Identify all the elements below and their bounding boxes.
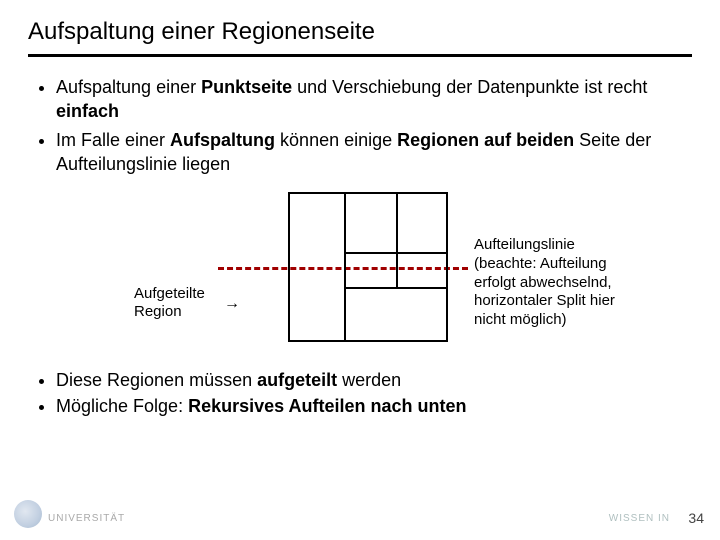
- figure-area: Aufgeteilte Region → Aufteilungslinie (b…: [28, 182, 692, 362]
- page-title: Aufspaltung einer Regionenseite: [28, 18, 692, 46]
- bullets-bottom: Diese Regionen müssen aufgeteilt werden …: [28, 368, 692, 419]
- bullet-3: Diese Regionen müssen aufgeteilt werden: [56, 368, 692, 392]
- footer-logo-icon: [14, 500, 42, 528]
- label-split-line: Aufteilungslinie (beachte: Aufteilung er…: [474, 236, 615, 330]
- footer-left: UNIVERSITÄT: [48, 513, 125, 524]
- bullet-1: Aufspaltung einer Punktseite und Verschi…: [56, 75, 692, 124]
- bullet-2: Im Falle einer Aufspaltung können einige…: [56, 128, 692, 177]
- bullet-4: Mögliche Folge: Rekursives Aufteilen nac…: [56, 394, 692, 418]
- footer-right: WISSEN IN: [609, 513, 670, 524]
- arrow-icon: →: [224, 295, 240, 313]
- region-diagram: [288, 192, 448, 342]
- bullets-top: Aufspaltung einer Punktseite und Verschi…: [28, 75, 692, 176]
- label-split-region: Aufgeteilte Region: [134, 285, 205, 321]
- page-number: 34: [688, 510, 704, 526]
- title-divider: [28, 54, 692, 57]
